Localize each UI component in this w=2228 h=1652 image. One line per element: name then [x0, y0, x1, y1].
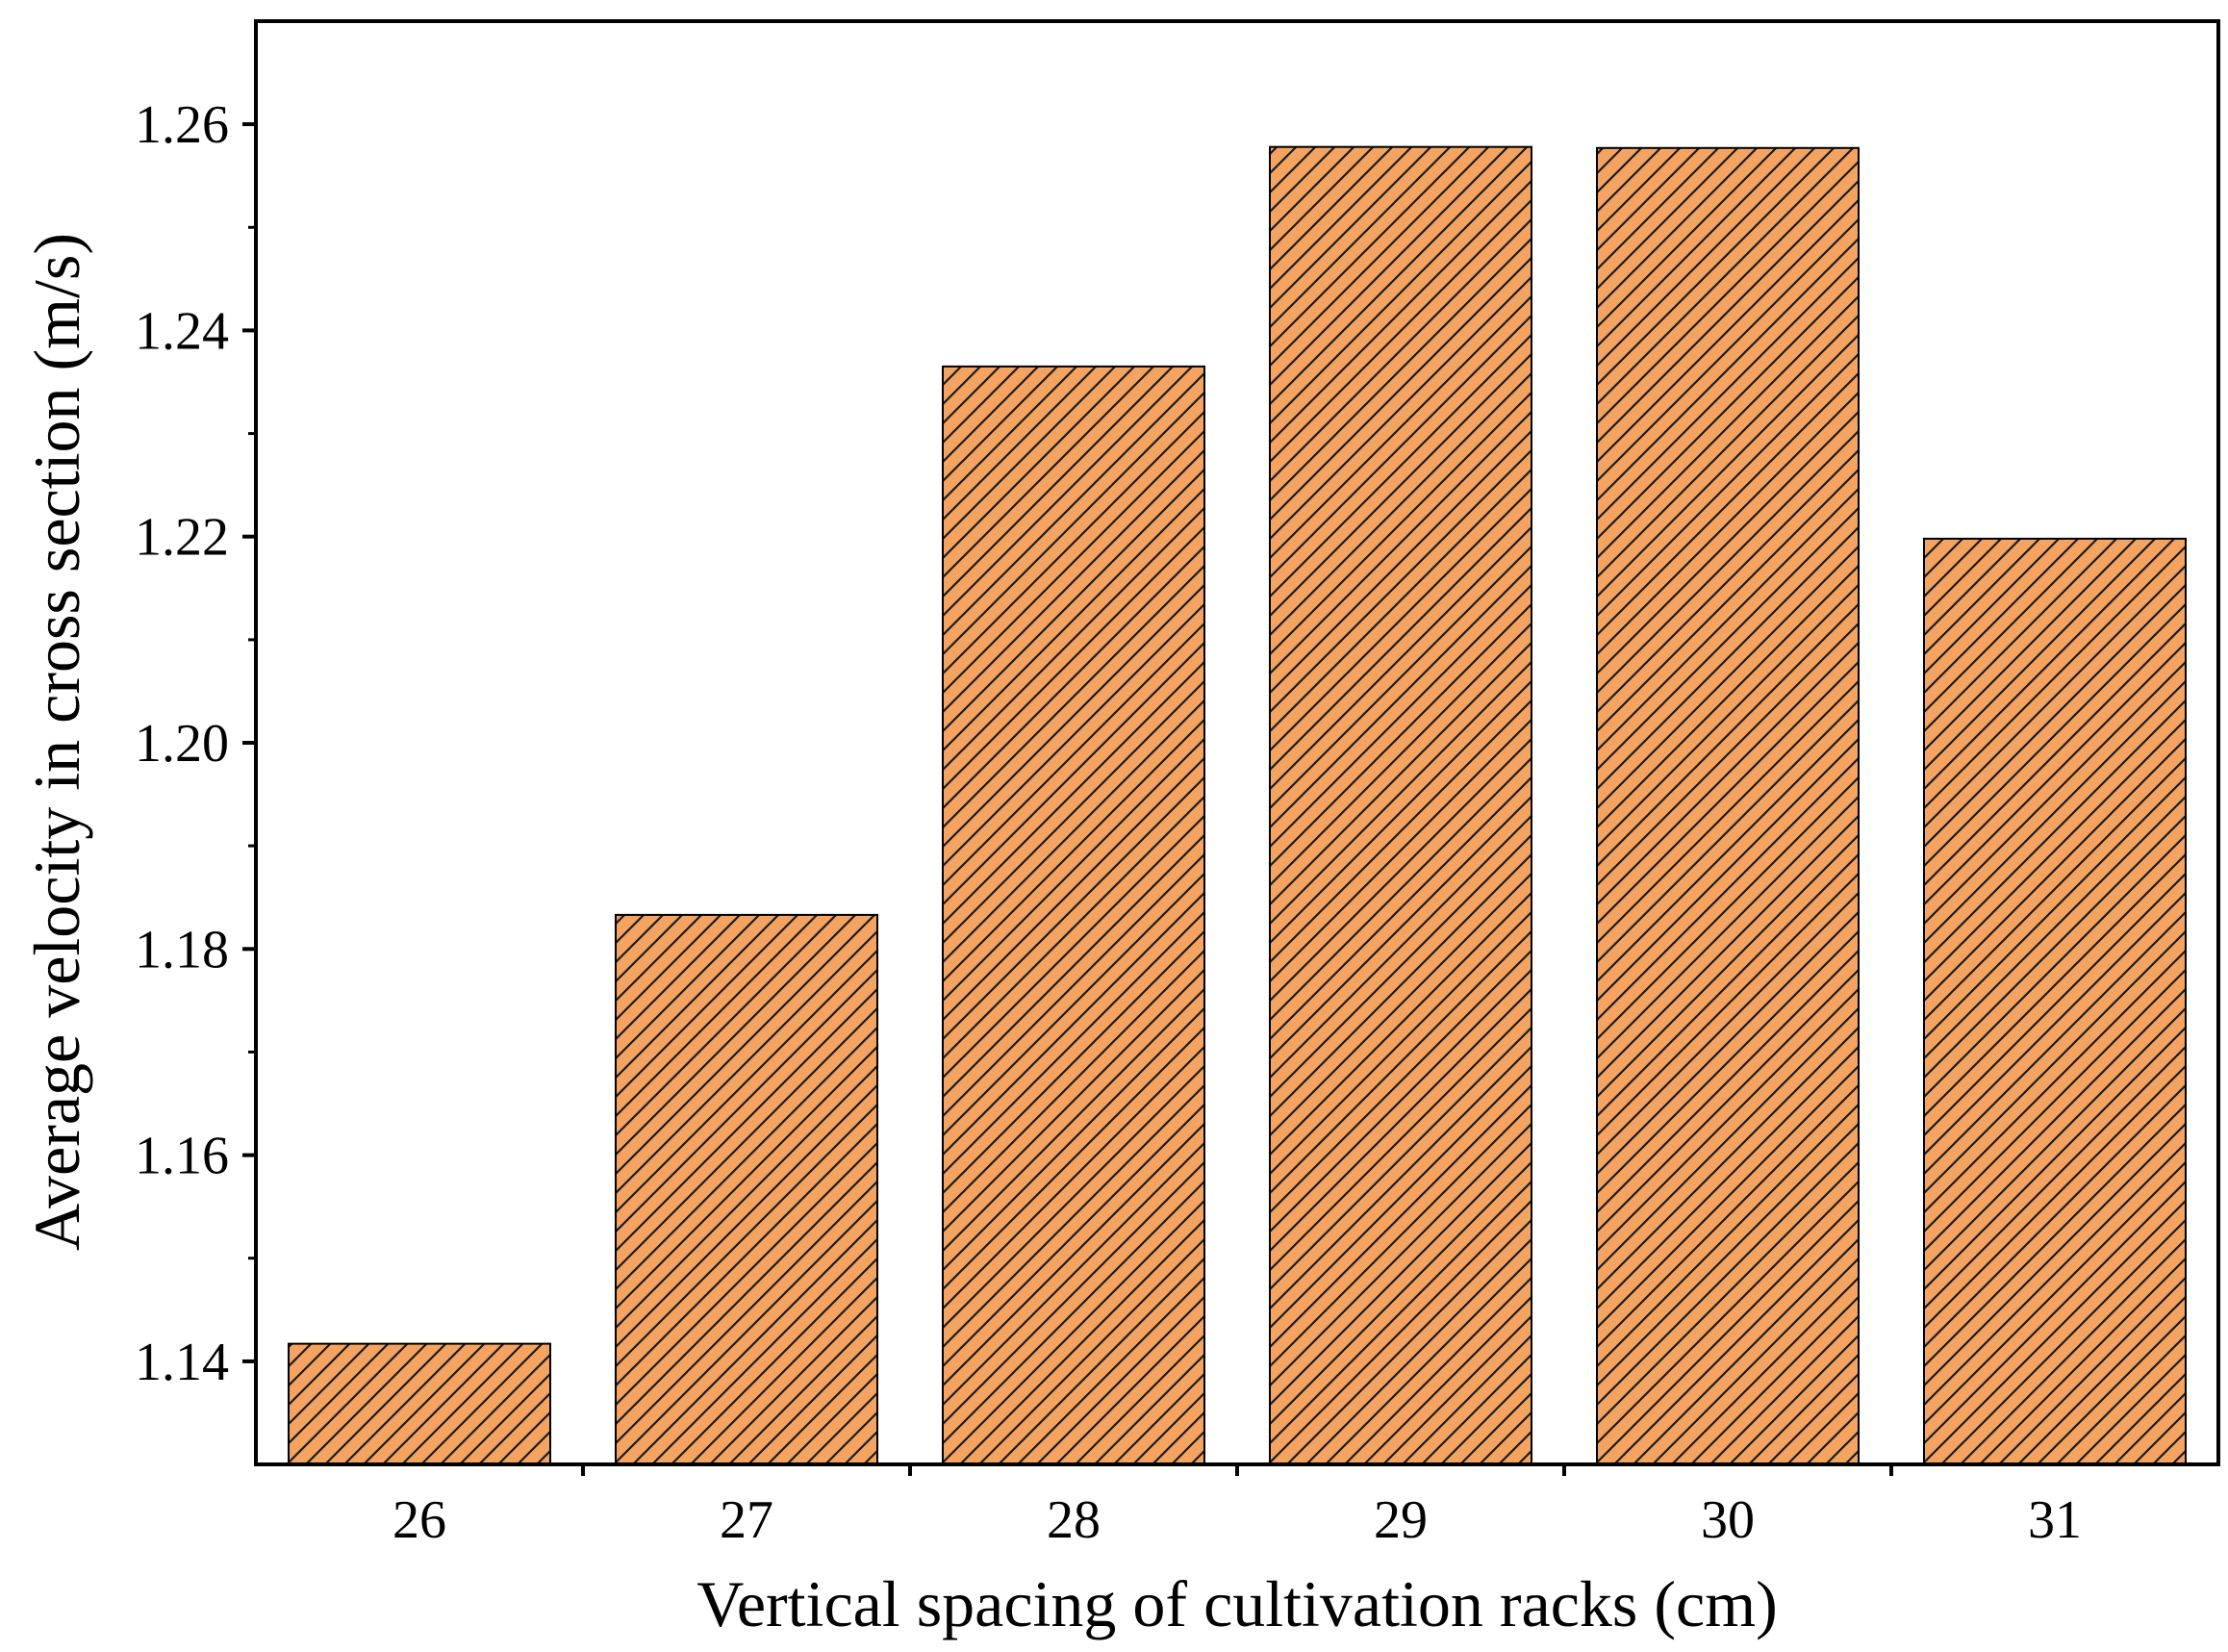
y-tick-label: 1.18 [135, 920, 229, 979]
y-tick-label: 1.20 [135, 714, 229, 774]
plot-frame [254, 19, 2220, 1466]
bars-group [288, 145, 2187, 1466]
bar-26 [288, 1342, 551, 1465]
x-tick-label: 26 [392, 1490, 446, 1550]
x-tick-label: 28 [1047, 1490, 1101, 1550]
x-tick-label: 31 [2028, 1490, 2082, 1550]
x-tick-label: 30 [1701, 1490, 1755, 1550]
y-tick-label: 1.22 [135, 508, 229, 568]
y-tick-label: 1.14 [135, 1333, 229, 1392]
y-axis: 1.14 1.16 1.18 1.20 1.22 1.24 1.26 [135, 95, 256, 1392]
bar-28 [942, 365, 1205, 1465]
x-tick-label: 29 [1374, 1490, 1428, 1550]
bar-27 [615, 913, 878, 1465]
x-tick-label: 27 [720, 1490, 773, 1550]
y-tick-label: 1.16 [135, 1127, 229, 1186]
bar-31 [1923, 537, 2187, 1465]
x-axis-title: Vertical spacing of cultivation racks (c… [696, 1567, 1777, 1640]
bar-29 [1269, 145, 1532, 1466]
bar-30 [1596, 146, 1860, 1465]
y-axis-title: Average velocity in cross section (m/s) [20, 233, 93, 1251]
y-tick-label: 1.24 [135, 301, 229, 361]
y-tick-label: 1.26 [135, 95, 229, 155]
x-axis: 26 27 28 29 30 31 [392, 1464, 2082, 1550]
